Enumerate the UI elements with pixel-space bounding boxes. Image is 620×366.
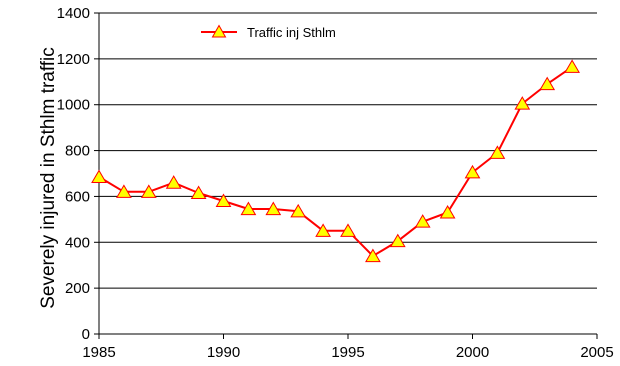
y-tick-label: 400 [65, 234, 90, 251]
x-tick-label: 1995 [331, 344, 364, 361]
data-point [464, 164, 481, 179]
data-point [215, 193, 232, 208]
data-point [365, 248, 381, 263]
y-tick-label: 800 [65, 143, 90, 160]
data-point [240, 201, 257, 216]
x-tick-label: 1990 [207, 344, 240, 361]
data-point [190, 185, 207, 200]
x-tick-labels: 1985 1990 1995 2000 2005 [82, 344, 613, 361]
x-tick-label: 2000 [456, 344, 489, 361]
data-point [514, 96, 531, 110]
data-point [265, 201, 282, 216]
y-tick-label: 0 [82, 326, 90, 343]
x-tick-label: 2005 [580, 344, 613, 361]
x-tick-label: 1985 [82, 344, 115, 361]
data-point [140, 184, 157, 198]
y-tick-label: 200 [65, 280, 90, 297]
data-point [290, 203, 307, 218]
legend-label: Traffic inj Sthlm [247, 25, 336, 40]
data-point [340, 223, 356, 237]
data-point [414, 214, 431, 228]
data-point [315, 223, 331, 237]
data-point [539, 76, 556, 91]
legend-marker [211, 24, 227, 38]
data-point [389, 233, 406, 248]
data-point [165, 175, 182, 189]
axes [94, 12, 598, 339]
y-tick-label: 600 [65, 188, 90, 205]
data-point [116, 184, 132, 198]
data-point [439, 204, 456, 219]
y-axis-title: Severely injured in Sthlm traffic [38, 47, 59, 309]
gridlines [99, 12, 597, 289]
y-tick-label: 1200 [57, 51, 90, 68]
data-point [564, 59, 580, 73]
series-line [98, 66, 573, 257]
y-tick-label: 1400 [57, 5, 90, 22]
legend: Traffic inj Sthlm [201, 24, 336, 40]
data-point [489, 145, 506, 159]
y-tick-labels: 0 200 400 600 800 1000 1200 1400 [57, 5, 90, 343]
data-point [91, 169, 107, 183]
series-layer [91, 59, 580, 263]
y-tick-label: 1000 [57, 97, 90, 114]
